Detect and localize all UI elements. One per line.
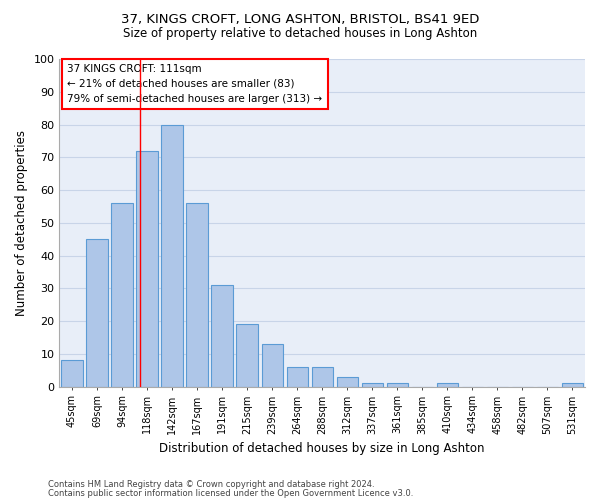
Text: 37 KINGS CROFT: 111sqm
← 21% of detached houses are smaller (83)
79% of semi-det: 37 KINGS CROFT: 111sqm ← 21% of detached… [67,64,322,104]
Bar [136,150,158,386]
Y-axis label: Number of detached properties: Number of detached properties [15,130,28,316]
Bar [262,344,283,387]
Bar [311,367,333,386]
Bar [211,285,233,386]
Bar [337,377,358,386]
Text: Contains public sector information licensed under the Open Government Licence v3: Contains public sector information licen… [48,488,413,498]
Bar [161,124,182,386]
Text: 37, KINGS CROFT, LONG ASHTON, BRISTOL, BS41 9ED: 37, KINGS CROFT, LONG ASHTON, BRISTOL, B… [121,12,479,26]
Text: Size of property relative to detached houses in Long Ashton: Size of property relative to detached ho… [123,28,477,40]
X-axis label: Distribution of detached houses by size in Long Ashton: Distribution of detached houses by size … [160,442,485,455]
Bar [386,384,408,386]
Bar [86,239,107,386]
Bar [287,367,308,386]
Bar [236,324,258,386]
Bar [61,360,83,386]
Bar [187,203,208,386]
Bar [437,384,458,386]
Bar [112,203,133,386]
Bar [362,384,383,386]
Bar [562,384,583,386]
Text: Contains HM Land Registry data © Crown copyright and database right 2024.: Contains HM Land Registry data © Crown c… [48,480,374,489]
